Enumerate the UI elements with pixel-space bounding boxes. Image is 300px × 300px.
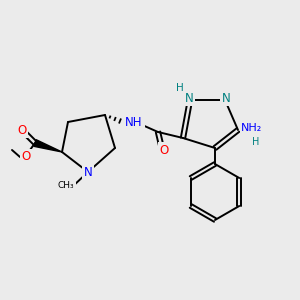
Text: O: O bbox=[21, 151, 31, 164]
Text: CH₃: CH₃ bbox=[58, 182, 74, 190]
Text: NH: NH bbox=[125, 116, 143, 130]
Text: N: N bbox=[184, 92, 194, 104]
Text: H: H bbox=[252, 137, 260, 147]
Text: O: O bbox=[17, 124, 27, 136]
Text: NH₂: NH₂ bbox=[242, 123, 262, 133]
Text: N: N bbox=[84, 167, 92, 179]
Text: H: H bbox=[176, 83, 184, 93]
Text: N: N bbox=[222, 92, 230, 104]
Text: O: O bbox=[159, 143, 169, 157]
Polygon shape bbox=[34, 140, 62, 152]
